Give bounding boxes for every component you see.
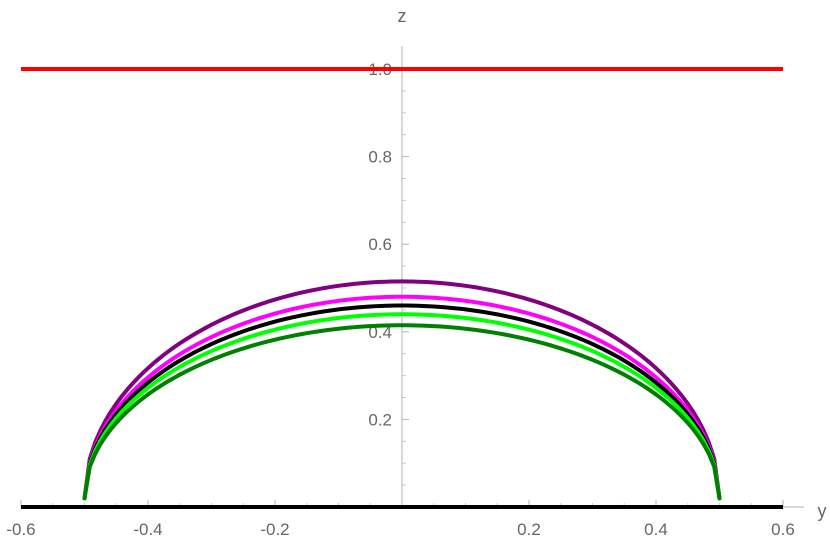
tick-labels: -0.6-0.4-0.20.20.40.60.20.40.60.81.0 [6, 60, 794, 539]
series-arc-4 [82, 303, 722, 501]
series-arc-2 [82, 279, 722, 501]
x-tick-label: -0.6 [6, 520, 35, 539]
y-axis-label: z [398, 6, 407, 26]
ticks [20, 68, 784, 507]
series-arc-3 [82, 294, 722, 501]
x-tick-label: 0.6 [771, 520, 795, 539]
series-arc-5 [82, 312, 722, 501]
x-tick-label: -0.4 [133, 520, 162, 539]
series-layer [21, 67, 783, 509]
x-axis-label: y [818, 501, 827, 521]
y-tick-label: 0.8 [368, 148, 392, 167]
series-arc-6 [82, 323, 722, 501]
x-tick-label: 0.2 [517, 520, 541, 539]
x-tick-label: -0.2 [260, 520, 289, 539]
x-tick-label: 0.4 [644, 520, 668, 539]
y-tick-label: 0.2 [368, 410, 392, 429]
axes [21, 46, 804, 508]
y-tick-label: 0.6 [368, 235, 392, 254]
